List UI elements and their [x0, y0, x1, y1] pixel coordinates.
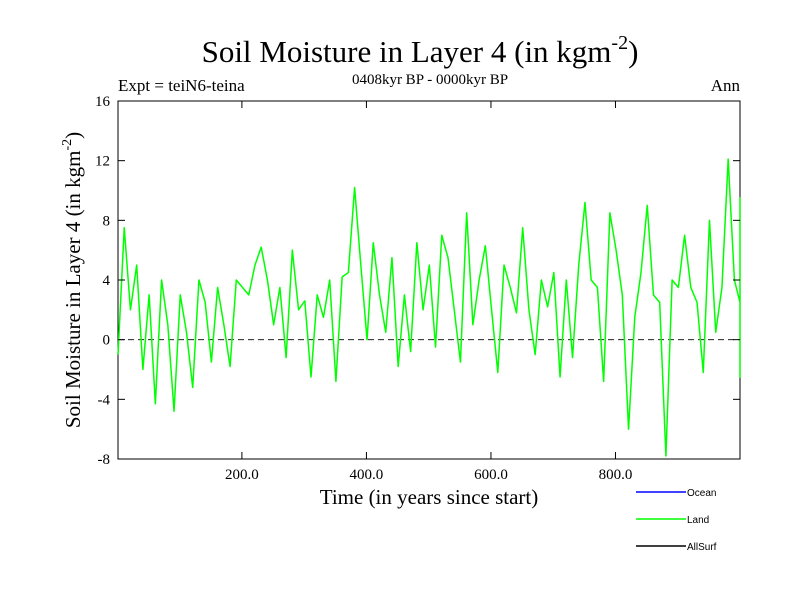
legend: Ocean Land AllSurf [636, 488, 717, 553]
legend-label-allsurf: AllSurf [687, 542, 717, 553]
y-tick-label: -4 [98, 392, 111, 408]
y-tick-label: 4 [103, 273, 111, 289]
legend-label-land: Land [687, 515, 709, 526]
x-tick-label: 200.0 [225, 467, 259, 483]
series-line-land [117, 158, 741, 457]
x-axis-label: Time (in years since start) [320, 485, 539, 509]
x-tick-label: 400.0 [350, 467, 384, 483]
legend-item-land: Land [636, 515, 709, 526]
legend-label-ocean: Ocean [687, 488, 716, 499]
y-axis-label: Soil Moisture in Layer 4 (in kgm-2) [60, 132, 85, 428]
plot-frame [117, 100, 741, 460]
y-tick-label: -8 [98, 452, 111, 468]
y-axis: -8 -4 0 4 8 12 16 [95, 94, 740, 468]
y-tick-label: 12 [95, 154, 110, 170]
y-tick-label: 8 [103, 213, 111, 229]
legend-item-allsurf: AllSurf [636, 542, 717, 553]
chart-title: Soil Moisture in Layer 4 (in kgm-2) [202, 32, 639, 69]
period-label: 0408kyr BP - 0000kyr BP [352, 72, 508, 88]
season-label: Ann [711, 76, 741, 95]
series-layer [117, 158, 741, 457]
legend-item-ocean: Ocean [636, 488, 716, 499]
x-tick-label: 600.0 [474, 467, 508, 483]
y-tick-label: 16 [95, 94, 111, 110]
y-tick-label: 0 [103, 333, 111, 349]
x-axis: 200.0 400.0 600.0 800.0 [225, 101, 632, 483]
x-tick-label: 800.0 [599, 467, 633, 483]
experiment-label: Expt = teiN6-teina [118, 76, 245, 95]
